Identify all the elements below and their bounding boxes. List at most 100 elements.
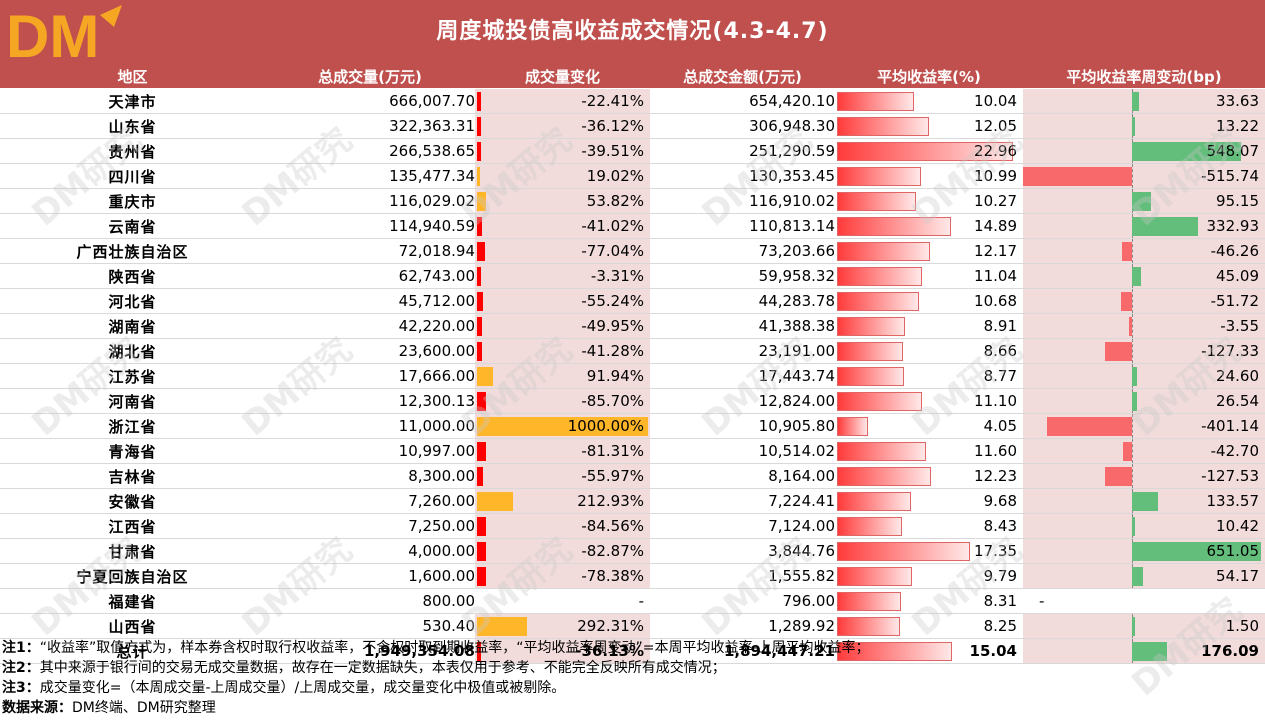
change-bar <box>477 242 486 261</box>
yield-change-inner: 10.42 <box>1023 514 1265 538</box>
change-value: -77.04% <box>581 242 644 260</box>
title-bar: DM 周度城投债高收益成交情况(4.3-4.7) <box>0 0 1265 64</box>
yield-change-inner: -127.33 <box>1023 339 1265 363</box>
yield-change-cell: 10.42 <box>1023 513 1265 539</box>
volume-cell: 116,029.02 <box>265 188 475 214</box>
yield-change-inner: 95.15 <box>1023 189 1265 213</box>
yield-change-bar <box>1105 342 1132 361</box>
note-3: 注3：成交量变化=（本周成交量-上周成交量）/上周成交量，成交量变化中极值或被剔… <box>2 680 566 696</box>
table-header: 地区 总成交量(万元) 成交量变化 总成交金额(万元) 平均收益率(%) 平均收… <box>0 64 1265 89</box>
amount-cell: 1,894,447.21 <box>650 638 835 664</box>
yield-change-bar <box>1132 567 1143 586</box>
amount-cell: 110,813.14 <box>650 213 835 239</box>
change-bar <box>477 167 481 186</box>
yield-change-cell: 651.05 <box>1023 538 1265 564</box>
yield-change-value: 332.93 <box>1206 217 1260 235</box>
volume-cell: 11,000.00 <box>265 413 475 439</box>
change-cell-inner: -82.87% <box>475 539 650 563</box>
yield-bar <box>837 142 1013 161</box>
yield-change-inner: - <box>1023 589 1265 613</box>
change-bar <box>477 142 482 161</box>
change-cell-inner: -49.95% <box>475 314 650 338</box>
region-cell: 江苏省 <box>0 363 265 389</box>
change-value: 19.02% <box>586 167 644 185</box>
yield-change-inner: 548.07 <box>1023 139 1265 163</box>
volume-cell: 7,260.00 <box>265 488 475 514</box>
page-title: 周度城投债高收益成交情况(4.3-4.7) <box>436 19 829 44</box>
volume-cell: 266,538.65 <box>265 138 475 164</box>
change-cell-inner: -78.38% <box>475 564 650 588</box>
region-cell: 福建省 <box>0 588 265 614</box>
yield-cell: 9.79 <box>835 563 1023 589</box>
change-bar <box>477 292 484 311</box>
table-row: 湖北省 23,600.00 -41.28% 23,191.00 8.66 -127.33 <box>0 338 1265 364</box>
yield-change-value: - <box>1039 592 1045 610</box>
yield-cell-inner: 9.68 <box>835 489 1023 513</box>
change-bar <box>477 317 483 336</box>
col-header-volume: 总成交量(万元) <box>265 64 475 89</box>
region-cell: 云南省 <box>0 213 265 239</box>
yield-cell-inner: 8.77 <box>835 364 1023 388</box>
yield-change-cell: - <box>1023 588 1265 614</box>
yield-change-bar <box>1132 117 1135 136</box>
change-cell: 19.02% <box>475 163 650 189</box>
yield-bar <box>837 467 931 486</box>
yield-change-bar <box>1132 542 1261 561</box>
yield-change-cell: 24.60 <box>1023 363 1265 389</box>
change-cell-inner: -41.02% <box>475 214 650 238</box>
yield-bar <box>837 592 901 611</box>
yield-change-value: -46.26 <box>1210 242 1259 260</box>
change-bar <box>477 192 487 211</box>
amount-cell: 796.00 <box>650 588 835 614</box>
yield-cell: 11.04 <box>835 263 1023 289</box>
yield-cell-inner: 22.96 <box>835 139 1023 163</box>
yield-change-cell: -401.14 <box>1023 413 1265 439</box>
change-bar <box>477 492 514 511</box>
yield-cell-inner: 12.17 <box>835 239 1023 263</box>
change-bar <box>477 117 481 136</box>
change-cell-inner: -36.12% <box>475 114 650 138</box>
yield-bar <box>837 242 931 261</box>
change-cell-inner: -81.31% <box>475 439 650 463</box>
yield-cell-inner: 8.66 <box>835 339 1023 363</box>
yield-cell-inner: 11.60 <box>835 439 1023 463</box>
yield-change-bar <box>1122 242 1132 261</box>
yield-change-value: 54.17 <box>1216 567 1259 585</box>
change-cell: -55.24% <box>475 288 650 314</box>
change-cell-inner: -85.70% <box>475 389 650 413</box>
yield-change-bar <box>1132 367 1137 386</box>
change-cell-inner: 1000.00% <box>475 414 650 438</box>
yield-change-inner: 54.17 <box>1023 564 1265 588</box>
change-cell: -49.95% <box>475 313 650 339</box>
yield-change-value: 45.09 <box>1216 267 1259 285</box>
change-value: 212.93% <box>577 492 644 510</box>
yield-bar <box>837 292 919 311</box>
table-row: 云南省 114,940.59 -41.02% 110,813.14 14.89 332.9… <box>0 213 1265 239</box>
yield-value: 8.31 <box>983 592 1017 610</box>
region-cell: 河南省 <box>0 388 265 414</box>
volume-cell: 8,300.00 <box>265 463 475 489</box>
col-header-amount: 总成交金额(万元) <box>650 64 835 89</box>
table-row: 安徽省 7,260.00 212.93% 7,224.41 9.68 133.57 <box>0 488 1265 514</box>
yield-value: 17.35 <box>974 542 1017 560</box>
table-row: 广西壮族自治区 72,018.94 -77.04% 73,203.66 12.17 -46… <box>0 238 1265 264</box>
yield-change-cell: 95.15 <box>1023 188 1265 214</box>
zero-axis <box>1132 339 1133 363</box>
amount-cell: 44,283.78 <box>650 288 835 314</box>
yield-change-cell: 1.50 <box>1023 613 1265 639</box>
yield-change-value: 1.50 <box>1225 617 1259 635</box>
table-row: 宁夏回族自治区 1,600.00 -78.38% 1,555.82 9.79 54.17 <box>0 563 1265 589</box>
zero-axis <box>1132 464 1133 488</box>
yield-change-value: -3.55 <box>1220 317 1259 335</box>
region-cell: 广西壮族自治区 <box>0 238 265 264</box>
table-body: 天津市 666,007.70 -22.41% 654,420.10 10.04 33.63… <box>0 88 1265 664</box>
table-row: 青海省 10,997.00 -81.31% 10,514.02 11.60 -42.70 <box>0 438 1265 464</box>
table-row: 山东省 322,363.31 -36.12% 306,948.30 12.05 13.22 <box>0 113 1265 139</box>
yield-bar <box>837 92 914 111</box>
amount-cell: 1,555.82 <box>650 563 835 589</box>
volume-cell: 42,220.00 <box>265 313 475 339</box>
yield-bar <box>837 267 922 286</box>
change-cell: -41.02% <box>475 213 650 239</box>
change-bar <box>477 92 481 111</box>
yield-change-bar <box>1047 417 1132 436</box>
